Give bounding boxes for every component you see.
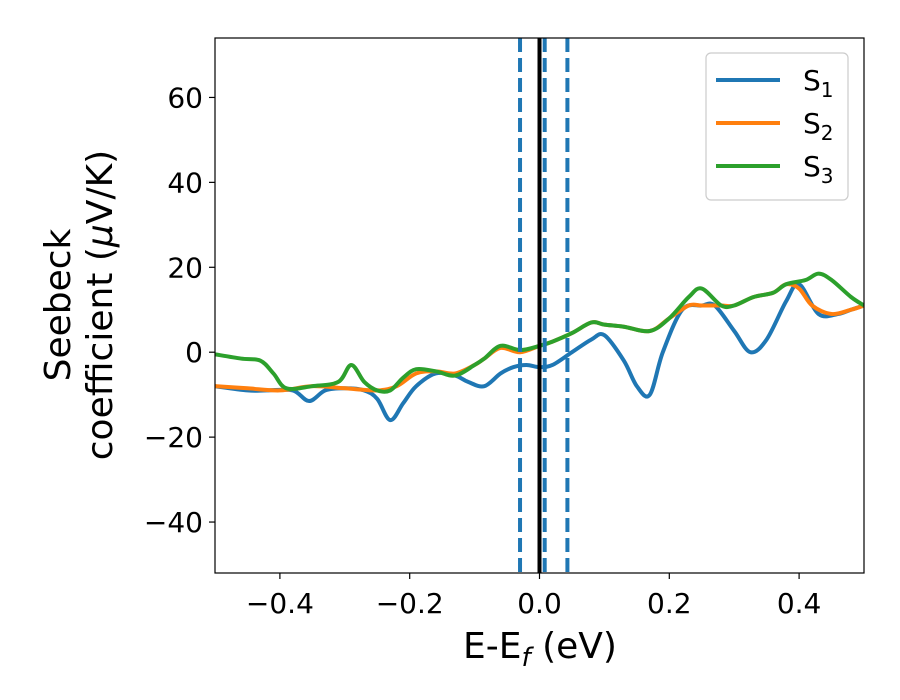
y-tick-label: 40 — [167, 166, 203, 199]
legend-label-s3: S3 — [803, 150, 834, 188]
y-tick-label: 0 — [185, 336, 203, 369]
x-tick-label: 0.4 — [777, 587, 822, 620]
y-tick-label: 60 — [167, 81, 203, 114]
y-axis-label-line1: Seebeck — [38, 228, 79, 381]
x-tick-label: −0.4 — [246, 587, 314, 620]
x-axis-label: E-Ef (eV) — [463, 626, 617, 673]
y-tick-label: −20 — [144, 421, 203, 454]
x-tick-label: −0.2 — [376, 587, 444, 620]
legend: S1 S2 S3 — [705, 52, 849, 201]
x-tick-label: 0.2 — [647, 587, 692, 620]
legend-box — [705, 52, 849, 201]
y-axis-label: Seebeck coefficient (μV/K) — [38, 150, 121, 460]
legend-label-s2: S2 — [803, 107, 834, 145]
y-axis-label-line2: coefficient (μV/K) — [80, 150, 121, 460]
y-tick-label: 20 — [167, 251, 203, 284]
x-tick-label: 0.0 — [517, 587, 562, 620]
legend-label-s1: S1 — [803, 64, 834, 102]
y-tick-label: −40 — [144, 506, 203, 539]
